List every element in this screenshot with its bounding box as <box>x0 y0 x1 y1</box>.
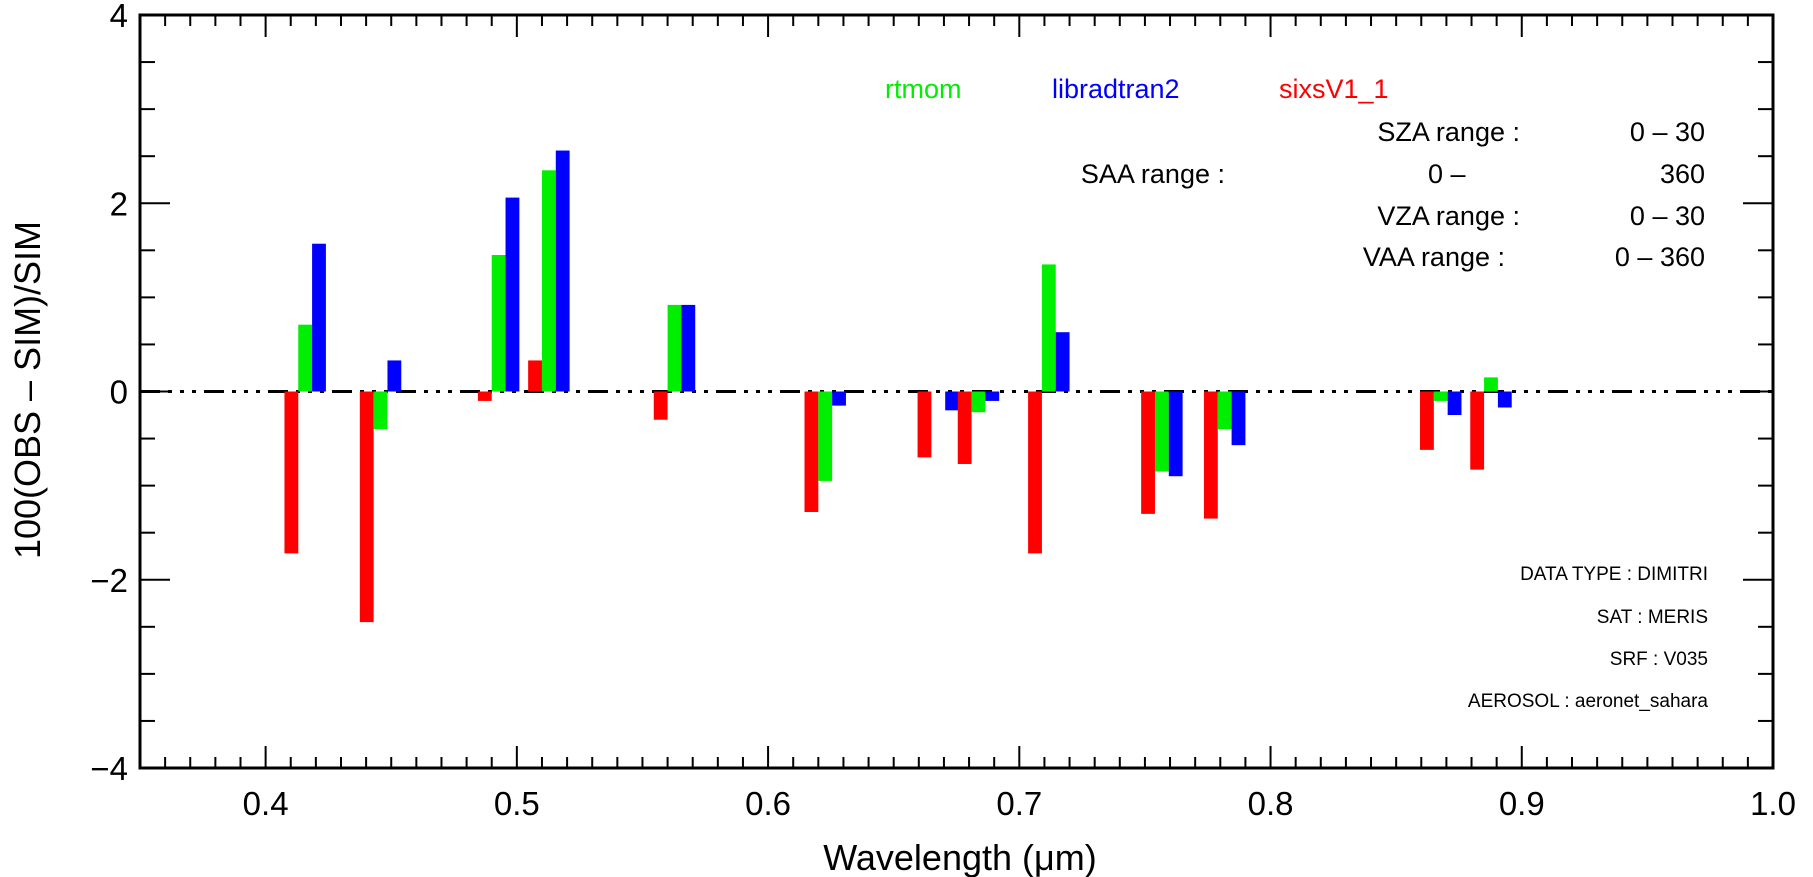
bar-rtmom <box>542 170 556 391</box>
legend-entry-sixsv1-1: sixsV1_1 <box>1279 74 1389 104</box>
bar-rtmom <box>492 255 506 391</box>
x-tick-label: 0.8 <box>1248 785 1294 822</box>
x-tick-label: 0.5 <box>494 785 540 822</box>
bar-rtmom <box>668 305 682 392</box>
bar-libradtran2 <box>1448 392 1462 416</box>
bar-sixsv1-1 <box>1470 392 1484 470</box>
bar-libradtran2 <box>832 392 846 406</box>
bar-sixsv1-1 <box>528 360 542 391</box>
bar-rtmom <box>298 325 312 392</box>
x-tick-label: 0.9 <box>1499 785 1545 822</box>
bar-libradtran2 <box>387 360 401 391</box>
bar-libradtran2 <box>1232 392 1246 446</box>
bar-sixsv1-1 <box>1420 392 1434 450</box>
saa-range-to: 360 <box>1660 159 1705 189</box>
bar-sixsv1-1 <box>918 392 932 458</box>
y-tick-label: −4 <box>90 750 128 787</box>
saa-range-label: SAA range : <box>1081 159 1225 189</box>
bar-sixsv1-1 <box>478 392 492 401</box>
data-type-text: DATA TYPE : DIMITRI <box>1520 564 1708 585</box>
y-tick-label: −2 <box>90 562 128 599</box>
bar-sixsv1-1 <box>1204 392 1218 519</box>
sat-text: SAT : MERIS <box>1597 607 1708 628</box>
x-axis-title: Wavelength (μm) <box>823 837 1096 877</box>
vaa-range-value: 0 – 360 <box>1615 242 1705 272</box>
x-tick-label: 0.6 <box>745 785 791 822</box>
bar-libradtran2 <box>1498 392 1512 408</box>
bar-sixsv1-1 <box>958 392 972 464</box>
bar-rtmom <box>818 392 832 481</box>
y-tick-label: 2 <box>110 185 128 222</box>
bar-sixsv1-1 <box>654 392 668 420</box>
srf-text: SRF : V035 <box>1610 649 1708 670</box>
bar-sixsv1-1 <box>1141 392 1155 514</box>
vza-range-value: 0 – 30 <box>1630 201 1705 231</box>
legend-entry-libradtran2: libradtran2 <box>1052 74 1180 104</box>
y-axis-title: 100(OBS – SIM)/SIM <box>7 221 48 559</box>
bar-libradtran2 <box>1169 392 1183 477</box>
bar-rtmom <box>972 392 986 413</box>
bar-rtmom <box>1042 264 1056 391</box>
x-tick-label: 1.0 <box>1750 785 1796 822</box>
sza-range-label: SZA range : <box>1377 117 1520 147</box>
bar-libradtran2 <box>506 198 520 392</box>
bar-rtmom <box>1218 392 1232 430</box>
y-tick-label: 0 <box>110 374 128 411</box>
bar-rtmom <box>374 392 388 430</box>
bar-libradtran2 <box>556 151 570 392</box>
x-tick-label: 0.4 <box>243 785 289 822</box>
sza-range-value: 0 – 30 <box>1630 117 1705 147</box>
bar-sixsv1-1 <box>1028 392 1042 554</box>
y-tick-label: 4 <box>110 0 128 34</box>
bar-sixsv1-1 <box>360 392 374 623</box>
bar-rtmom <box>1155 392 1169 472</box>
bar-libradtran2 <box>681 305 695 392</box>
aerosol-text: AEROSOL : aeronet_sahara <box>1468 691 1709 712</box>
bar-libradtran2 <box>985 392 999 401</box>
legend: rtmom libradtran2 sixsV1_1 <box>885 74 1389 104</box>
bar-rtmom <box>1434 392 1448 401</box>
legend-entry-rtmom: rtmom <box>885 74 962 104</box>
vza-range-label: VZA range : <box>1377 201 1520 231</box>
vaa-range-label: VAA range : <box>1363 242 1505 272</box>
bar-sixsv1-1 <box>284 392 298 554</box>
bar-libradtran2 <box>945 392 959 411</box>
x-tick-label: 0.7 <box>996 785 1042 822</box>
bar-libradtran2 <box>312 244 326 392</box>
bar-rtmom <box>1484 377 1498 391</box>
saa-range-from: 0 – <box>1428 159 1466 189</box>
bar-sixsv1-1 <box>805 392 819 512</box>
bar-libradtran2 <box>1056 332 1070 391</box>
